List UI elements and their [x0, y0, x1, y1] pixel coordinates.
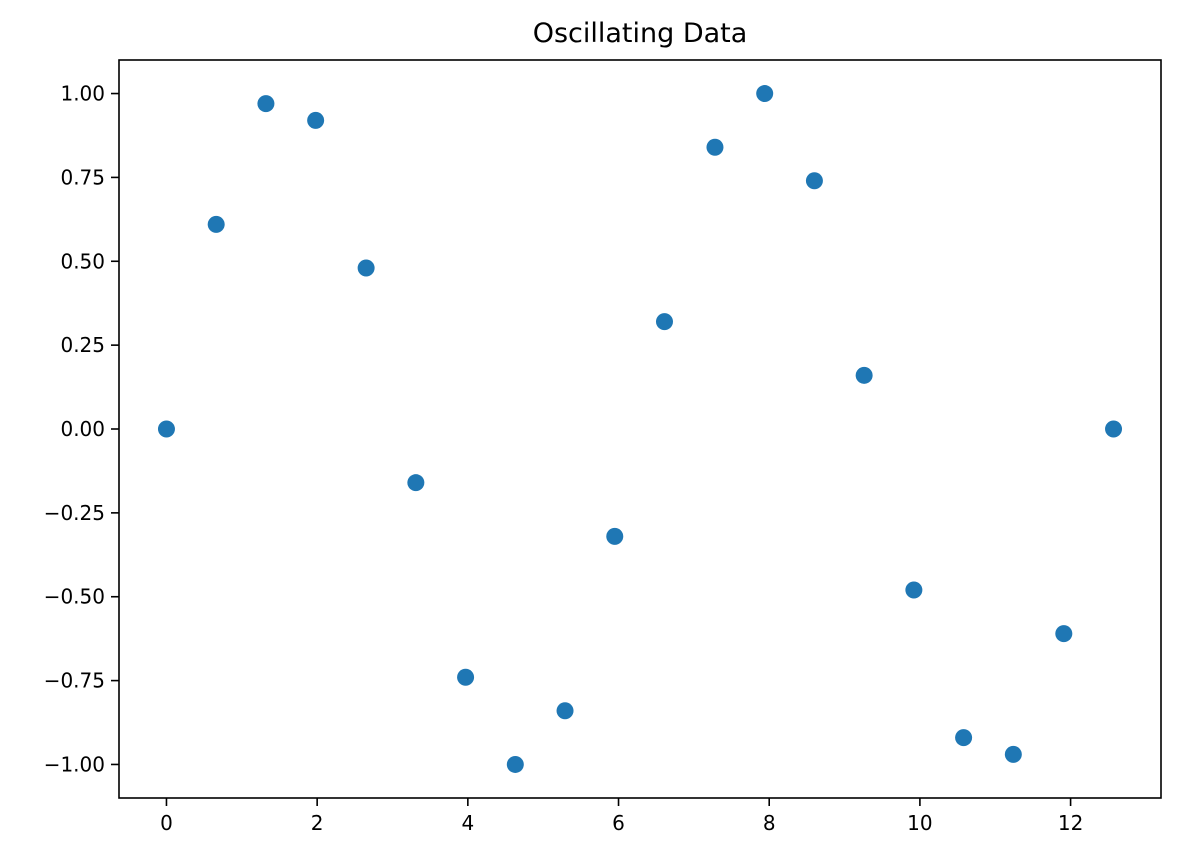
y-tick-label: −0.50 [44, 585, 105, 609]
data-point [457, 668, 475, 686]
data-point [706, 138, 724, 156]
x-tick-label: 12 [1058, 811, 1083, 835]
data-point [157, 420, 175, 438]
x-tick-label: 8 [763, 811, 776, 835]
data-point [1055, 625, 1073, 643]
x-tick-label: 0 [160, 811, 173, 835]
plot-frame [118, 59, 1162, 799]
y-tick-label: −0.75 [44, 669, 105, 693]
data-point [556, 702, 574, 720]
data-point [606, 527, 624, 545]
data-point [307, 111, 325, 129]
x-tick-label: 4 [461, 811, 474, 835]
data-point [357, 259, 375, 277]
data-point [805, 172, 823, 190]
x-tick-label: 10 [907, 811, 932, 835]
y-tick-label: 0.00 [60, 417, 105, 441]
data-point [207, 215, 225, 233]
y-tick-label: 0.75 [60, 165, 105, 189]
data-point [506, 755, 524, 773]
data-point [655, 313, 673, 331]
data-point [407, 474, 425, 492]
y-tick-label: −0.25 [44, 501, 105, 525]
axis-ticks: 0 2 4 6 8 10 12 1.00 0.75 0.50 0.25 0.00 −0.25 −0.50 −… [44, 82, 1084, 835]
data-point [855, 366, 873, 384]
data-point [955, 729, 973, 747]
y-tick-label: 0.25 [60, 333, 105, 357]
y-tick-label: 1.00 [60, 82, 105, 106]
data-point [257, 95, 275, 113]
data-point [1105, 420, 1123, 438]
data-point [756, 85, 774, 103]
data-point [905, 581, 923, 599]
x-tick-label: 6 [612, 811, 625, 835]
y-tick-label: 0.50 [60, 249, 105, 273]
y-tick-label: −1.00 [44, 752, 105, 776]
x-tick-label: 2 [311, 811, 324, 835]
data-point [1004, 745, 1022, 763]
data-points [157, 85, 1123, 773]
chart-title: Oscillating Data [533, 18, 748, 49]
